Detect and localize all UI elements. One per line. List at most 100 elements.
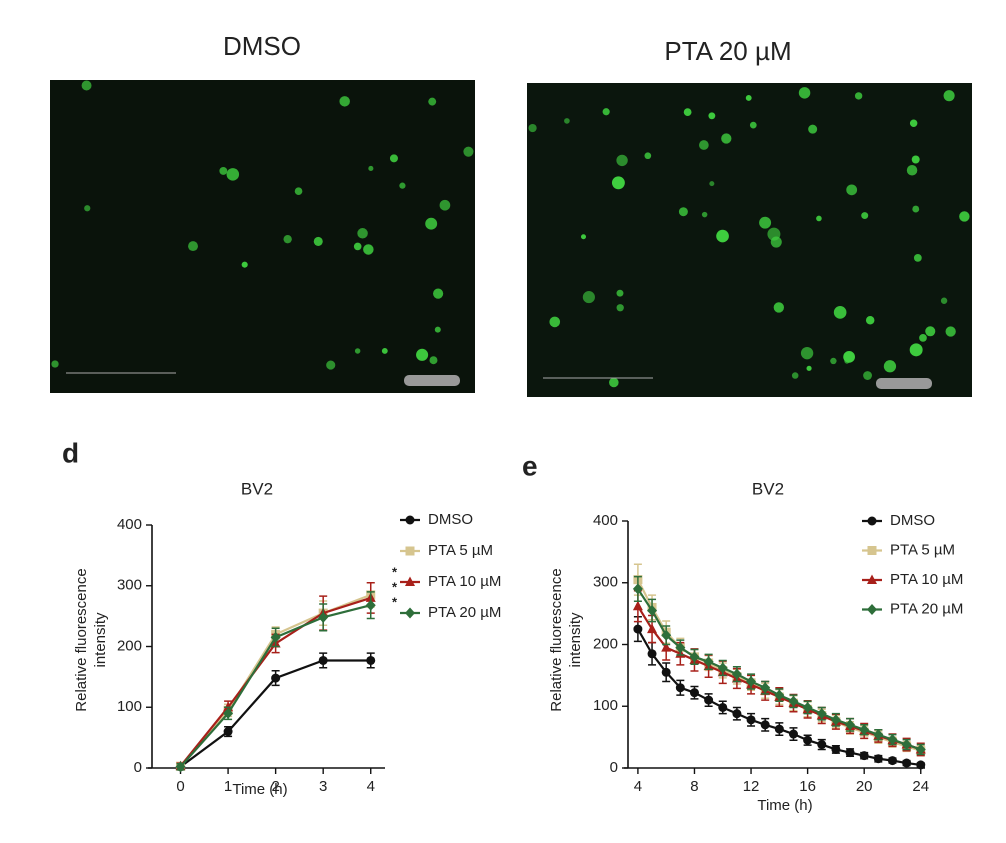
- y-axis-label: intensity: [567, 612, 584, 668]
- cell: [745, 95, 752, 101]
- marker: [746, 676, 757, 688]
- cells: [51, 80, 474, 370]
- marker: [661, 667, 671, 677]
- marker: [746, 715, 756, 725]
- marker: [774, 724, 784, 734]
- cell: [816, 215, 822, 222]
- marker: [760, 720, 770, 730]
- cell: [959, 211, 970, 222]
- micrograph: [50, 80, 475, 393]
- y-tick-label: 100: [593, 697, 618, 714]
- marker: [647, 605, 658, 617]
- marker: [270, 631, 281, 643]
- y-tick-label: 200: [593, 635, 618, 652]
- marker: [831, 744, 841, 754]
- cell: [945, 326, 956, 337]
- cell: [912, 205, 920, 213]
- cell: [863, 371, 872, 380]
- cell: [678, 207, 688, 217]
- cell: [913, 253, 922, 262]
- marker: [887, 756, 897, 766]
- image-title: DMSO: [223, 31, 301, 61]
- legend-label: PTA 10 µM: [890, 571, 963, 588]
- x-tick-label: 24: [912, 778, 929, 795]
- marker: [675, 683, 685, 693]
- legend-marker: [867, 574, 877, 584]
- cell: [716, 229, 729, 243]
- cell: [611, 176, 625, 190]
- cell: [909, 119, 918, 127]
- legend-marker: [405, 576, 415, 586]
- marker: [731, 668, 742, 680]
- cell: [294, 187, 303, 196]
- cell: [241, 261, 248, 268]
- marker: [704, 695, 714, 705]
- marker: [760, 682, 771, 694]
- y-tick-label: 300: [117, 577, 142, 594]
- legend-label: PTA 20 µM: [890, 600, 963, 617]
- cell: [389, 154, 398, 163]
- cell: [709, 181, 715, 187]
- cell: [564, 118, 570, 124]
- marker: [318, 611, 329, 623]
- marker: [845, 748, 855, 758]
- y-axis-label: Relative fluorescence: [548, 568, 565, 711]
- marker: [718, 702, 728, 712]
- y-tick-label: 200: [117, 637, 142, 654]
- legend-marker: [405, 515, 415, 525]
- cell: [313, 236, 323, 246]
- marker: [902, 758, 912, 768]
- panel-label: e: [522, 450, 538, 481]
- legend-marker: [405, 607, 415, 619]
- micrograph: [527, 83, 972, 397]
- cell: [428, 97, 437, 106]
- cell: [773, 302, 784, 313]
- y-axis-label: intensity: [92, 612, 109, 668]
- cell: [767, 227, 781, 241]
- marker: [689, 688, 699, 698]
- cell: [363, 244, 374, 255]
- marker: [915, 743, 926, 755]
- marker: [318, 655, 328, 665]
- annotation: *: [392, 594, 398, 609]
- cell: [616, 154, 628, 167]
- marker: [689, 651, 700, 663]
- legend-label: PTA 5 µM: [428, 542, 493, 559]
- y-tick-label: 0: [134, 759, 142, 776]
- marker: [647, 649, 657, 659]
- label-badge: [404, 375, 460, 386]
- legend-marker: [405, 546, 415, 556]
- x-tick-label: 16: [799, 778, 816, 795]
- cell: [806, 365, 812, 371]
- cell: [909, 343, 923, 357]
- marker: [887, 734, 898, 746]
- cell: [800, 346, 814, 360]
- cell: [943, 90, 955, 102]
- marker: [366, 655, 376, 665]
- marker: [271, 673, 281, 683]
- cell: [721, 133, 732, 144]
- annotation: *: [392, 564, 398, 579]
- y-tick-label: 0: [610, 759, 618, 776]
- cell: [808, 124, 818, 134]
- chart-title: BV2: [752, 479, 784, 498]
- x-tick-label: 3: [319, 778, 327, 795]
- marker: [175, 761, 186, 773]
- cell: [580, 234, 587, 240]
- cell: [549, 316, 561, 328]
- cell: [528, 123, 537, 133]
- y-tick-label: 400: [593, 512, 618, 529]
- cell: [582, 291, 595, 304]
- panel-label: d: [62, 437, 79, 468]
- marker: [647, 623, 658, 634]
- cell: [759, 216, 772, 229]
- cell: [51, 360, 59, 368]
- cell: [616, 289, 624, 297]
- marker: [873, 729, 884, 741]
- annotation: *: [392, 579, 398, 594]
- cell: [940, 297, 948, 304]
- cell: [434, 326, 441, 333]
- x-tick-label: 20: [856, 778, 873, 795]
- cell: [433, 288, 444, 299]
